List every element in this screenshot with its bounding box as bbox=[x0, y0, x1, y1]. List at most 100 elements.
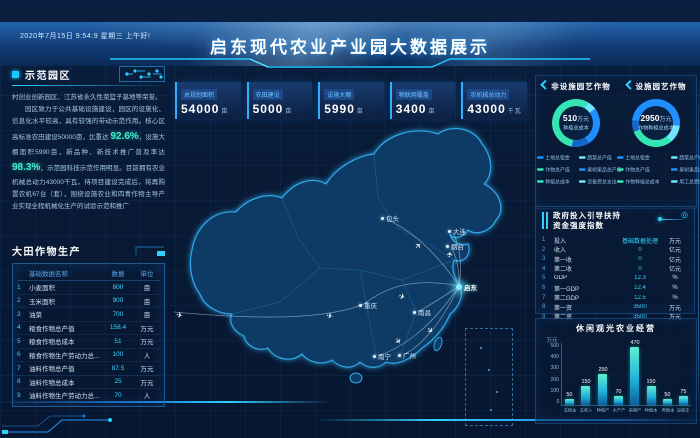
panel-gov-funding: 政府投入引导扶持 资金强度指数 ◎ 1 投入 基础数据处理 万元 2 收入 0 bbox=[535, 206, 695, 321]
bar-plot-area: 50 总租金 150 总收入 250 种植产 bbox=[561, 340, 691, 413]
map-city-marker: 南宁 bbox=[373, 351, 391, 361]
row-unit: 万元 bbox=[140, 366, 154, 374]
row-unit: 亿元 bbox=[668, 267, 681, 274]
legend-label: 蔬菜总产值 bbox=[587, 156, 612, 162]
table-row: 5 GDP 12.3 % bbox=[542, 274, 688, 284]
row-unit: 人 bbox=[143, 393, 151, 401]
legend-label: 设备费总支出 bbox=[587, 180, 617, 186]
stat-value: 54000 亩 bbox=[181, 102, 237, 116]
row-index: 8 bbox=[542, 304, 546, 311]
map-city-marker: 广州 bbox=[398, 350, 416, 360]
field-crops-header: 大田作物生产 bbox=[12, 243, 165, 258]
stat-number: 5990 bbox=[324, 102, 355, 116]
row-index: 4 bbox=[542, 265, 546, 272]
row-value: 3500 bbox=[633, 313, 647, 320]
stat-value: 3400 亩 bbox=[396, 102, 452, 116]
row-index: 3 bbox=[542, 256, 546, 263]
field-crops-rows: 1 小麦面积 800 亩 2 玉米面积 900 亩 3 油菜 bbox=[17, 281, 160, 403]
table-row: 1 投入 基础数据处理 万元 bbox=[542, 235, 688, 245]
legend-item: 土地总租金 bbox=[617, 154, 660, 161]
stat-number: 3400 bbox=[395, 102, 427, 116]
row-name: 油料作物生产劳动力总... bbox=[29, 393, 100, 401]
row-name: 粮食作物生产劳动力总... bbox=[29, 352, 100, 360]
row-index: 1 bbox=[17, 283, 21, 291]
row-value: 158.4 bbox=[109, 324, 127, 332]
row-value: 51 bbox=[114, 337, 122, 345]
paragraph-text: ，示范园科技示范作用明显。目前拥有农业机械总动力43000千瓦，待项目建设完成后… bbox=[12, 164, 165, 211]
legend-color-dash bbox=[537, 168, 544, 171]
bar-category-label: 设施支 bbox=[676, 408, 690, 413]
legend-color-dash bbox=[617, 168, 624, 171]
legend-color-dash bbox=[671, 156, 678, 159]
stat-value: 5000 亩 bbox=[253, 102, 309, 116]
gov-title-line1: 政府投入引导扶持 bbox=[553, 211, 621, 220]
y-axis-ticks: 500 400 300 200 100 0 bbox=[544, 343, 559, 405]
legend-item: 种植总成本 bbox=[537, 178, 570, 185]
gov-title: 政府投入引导扶持 资金强度指数 bbox=[553, 211, 621, 231]
row-index: 1 bbox=[542, 237, 546, 244]
map-city-name: 南宁 bbox=[378, 354, 391, 361]
legend-color-dash bbox=[617, 156, 624, 159]
svg-text:✈: ✈ bbox=[445, 250, 455, 258]
panel-field-crops: 大田作物生产 基础数据名称 数据 单位 1 小麦面积 800 亩 bbox=[12, 243, 165, 407]
panel-demo-park: 示范园区 村创业创新园区、江苏省永久性菜篮子基地等荣誉。 园区致力于公共基础设施… bbox=[12, 66, 165, 213]
row-unit: 亩 bbox=[143, 312, 151, 320]
map-city-marker: 启东 bbox=[456, 282, 477, 292]
row-value: 100 bbox=[112, 351, 124, 359]
y-axis-label: 万元 bbox=[546, 338, 558, 344]
table-row: 3 油菜 700 亩 bbox=[17, 308, 160, 322]
row-unit: % bbox=[672, 275, 678, 282]
svg-text:✈: ✈ bbox=[397, 291, 407, 302]
legend-color-dash bbox=[671, 168, 678, 171]
square-bullet-icon bbox=[12, 70, 19, 78]
row-name: 油料作物总成本 bbox=[29, 379, 75, 387]
stat-card: 设施大棚 5990 亩 bbox=[318, 82, 384, 120]
legend-item: 蔬菜总产值 bbox=[579, 154, 622, 161]
row-unit: 万元 bbox=[140, 339, 154, 347]
demo-park-header: 示范园区 bbox=[12, 66, 165, 82]
map-city-name: 重庆 bbox=[364, 303, 377, 310]
legend-item: 作物总产值 bbox=[537, 166, 570, 173]
stat-label: 总规划面积 bbox=[181, 89, 218, 100]
bar-chart: 万元 500 400 300 200 100 0 50 总租金 150 总收入 bbox=[544, 338, 691, 413]
bar-category-label: 种植本 bbox=[645, 408, 658, 413]
stat-label: 物联网覆盖 bbox=[395, 89, 432, 100]
row-unit: 万元 bbox=[140, 325, 154, 333]
row-name: 小麦面积 bbox=[29, 285, 55, 293]
table-row: 2 收入 0 亿元 bbox=[542, 245, 688, 255]
bar-category-label: 养殖本 bbox=[661, 408, 674, 413]
bar-category-label: 总租金 bbox=[563, 408, 577, 413]
paragraph-text: 园区致力于公共基础设施建设，园区的设施化、信息化水平较高，具有较强的带动示范作用… bbox=[12, 106, 165, 142]
bar-column: 250 种植产 bbox=[596, 367, 609, 412]
legend-item: 蔬菜总产值 bbox=[671, 154, 700, 161]
table-row: 8 第一资 3500 万元 bbox=[542, 302, 688, 312]
demo-park-paragraph-2: 园区致力于公共基础设施建设，园区的设施化、信息化水平较高，具有较强的带动示范作用… bbox=[12, 104, 165, 213]
stat-label: 农田建设 bbox=[252, 89, 283, 100]
bar-value-label: 50 bbox=[566, 392, 573, 398]
stat-card: 物联网覆盖 3400 亩 bbox=[389, 82, 456, 120]
row-name: 收入 bbox=[554, 248, 567, 255]
row-unit: 亩 bbox=[143, 298, 151, 306]
title-underline-decoration bbox=[110, 58, 590, 68]
legend-color-dash bbox=[537, 156, 544, 159]
row-name: GDP bbox=[554, 275, 568, 282]
donut-value-unit: 万元 bbox=[659, 116, 672, 123]
bar-category-label: 总收入 bbox=[579, 408, 593, 413]
y-tick: 0 bbox=[556, 399, 559, 405]
bar bbox=[646, 386, 656, 405]
corner-circuit-decoration bbox=[2, 414, 112, 434]
legend-label: 作物总产值 bbox=[545, 168, 570, 174]
double-bar-icon bbox=[542, 212, 548, 229]
svg-text:✈: ✈ bbox=[326, 311, 334, 321]
y-tick: 300 bbox=[550, 365, 559, 371]
map-city-name: 启东 bbox=[464, 285, 477, 292]
bar-value-label: 470 bbox=[630, 340, 640, 346]
row-name: 玉米面积 bbox=[29, 298, 55, 306]
legend-label: 蔬菜总产值 bbox=[679, 156, 700, 162]
table-row: 8 油料作物总成本 25 万元 bbox=[17, 376, 160, 389]
refresh-icon[interactable]: ◎ bbox=[681, 210, 688, 219]
y-tick: 100 bbox=[550, 388, 559, 394]
legend-item: 作物种植总成本 bbox=[617, 178, 660, 185]
row-unit: 亿元 bbox=[668, 257, 681, 264]
